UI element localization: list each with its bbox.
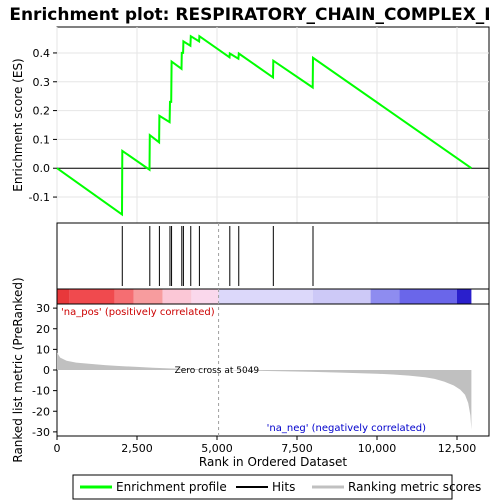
x-tick-label: 5,000 (201, 442, 233, 455)
rank-band-segment (313, 289, 371, 304)
es-y-tick-label: 0.2 (33, 105, 51, 118)
x-axis: 0 2,500 5,000 7,500 10,000 12,500 (54, 436, 477, 455)
ranking-metric-area (57, 352, 472, 430)
legend-hits-label: Hits (272, 480, 295, 494)
es-y-tick-label: 0.1 (33, 133, 51, 146)
rank-band-segment (399, 289, 457, 304)
legend-enrichment-label: Enrichment profile (116, 480, 227, 494)
enrichment-profile-line (56, 34, 472, 217)
enrichment-y-axis-label: Enrichment score (ES) (11, 58, 25, 191)
enrichment-panel: -0.1 0.0 0.1 0.2 0.3 0.4 Enrichment score (ES… (11, 26, 490, 224)
x-tick-label: 12,500 (438, 442, 477, 455)
legend-metric-label: Ranking metric scores (348, 480, 481, 494)
ranked-metric-y-axis-label: Ranked list metric (PreRanked) (11, 277, 25, 462)
rm-y-tick-label: 10 (36, 343, 50, 356)
x-axis-label: Rank in Ordered Dataset (199, 455, 347, 469)
rank-band-segment (133, 289, 163, 304)
rank-band-segment (57, 289, 70, 304)
chart-title: Enrichment plot: RESPIRATORY_CHAIN_COMPL… (9, 5, 490, 25)
rm-y-tick-label: 0 (43, 364, 50, 377)
es-y-tick-label: 0.4 (33, 47, 51, 60)
rank-band-segment (218, 289, 313, 304)
ranked-metric-panel: -30 -20 -10 0 10 20 30 Zero cross at 5049 'na_… (11, 223, 490, 463)
rm-y-tick-label: -10 (32, 385, 50, 398)
hits-panel (56, 222, 490, 290)
rm-y-tick-label: 20 (36, 323, 50, 336)
rank-color-band (56, 288, 490, 305)
rank-band-segment (457, 289, 472, 304)
negative-correlation-label: 'na_neg' (negatively correlated) (267, 423, 426, 434)
zero-cross-label: Zero cross at 5049 (175, 366, 260, 376)
rm-y-tick-label: -30 (32, 426, 50, 439)
rank-band-segment (370, 289, 400, 304)
positive-correlation-label: 'na_pos' (positively correlated) (61, 307, 215, 318)
x-tick-label: 0 (54, 442, 61, 455)
x-tick-label: 2,500 (121, 442, 153, 455)
legend: Enrichment profile Hits Ranking metric s… (72, 474, 481, 500)
es-y-tick-label: 0.0 (33, 162, 51, 175)
rm-y-tick-label: -20 (32, 405, 50, 418)
x-tick-label: 10,000 (358, 442, 397, 455)
rank-band-segment (114, 289, 134, 304)
rank-band-segment (191, 289, 219, 304)
rank-band-segment (162, 289, 192, 304)
x-tick-label: 7,500 (281, 442, 313, 455)
es-y-tick-label: 0.3 (33, 76, 51, 89)
rank-band-segment (69, 289, 115, 304)
es-y-tick-label: -0.1 (29, 191, 50, 204)
rm-y-tick-label: 30 (36, 302, 50, 315)
